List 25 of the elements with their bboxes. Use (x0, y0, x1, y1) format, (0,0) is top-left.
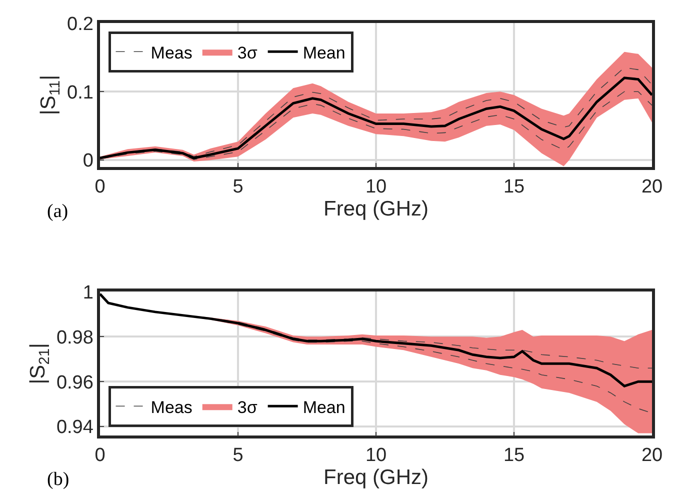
x-tick-label: 20 (641, 445, 663, 466)
legend-label: Mean (302, 398, 346, 417)
legend-label: Meas (150, 43, 192, 62)
legend-label: Mean (302, 43, 346, 62)
x-tick-label: 10 (365, 176, 387, 198)
legend-label: 3σ (237, 398, 258, 417)
x-tick-label: 5 (232, 445, 244, 466)
text: (b) (47, 469, 70, 490)
x-tick-label: 5 (232, 176, 244, 198)
legend-label: 3σ (237, 43, 258, 62)
y-tick-label: 0.98 (56, 327, 94, 348)
x-tick-label: 10 (365, 445, 387, 466)
y-tick-label: 0 (82, 150, 94, 172)
y-tick-label: 0.1 (67, 82, 94, 104)
y-tick-label: 0.96 (56, 372, 94, 394)
legend-label: Meas (150, 398, 192, 417)
x-axis-title: Freq (GHz) (324, 466, 428, 490)
x-tick-label: 20 (641, 176, 663, 198)
x-axis-title: Freq (GHz) (324, 197, 428, 220)
x-tick-label: 15 (503, 176, 525, 198)
y-tick-label: 0.94 (56, 417, 94, 438)
x-tick-label: 15 (503, 445, 525, 466)
y-tick-label: 0.2 (67, 14, 94, 35)
text: (a) (47, 201, 68, 222)
y-tick-label: 1 (82, 282, 94, 304)
